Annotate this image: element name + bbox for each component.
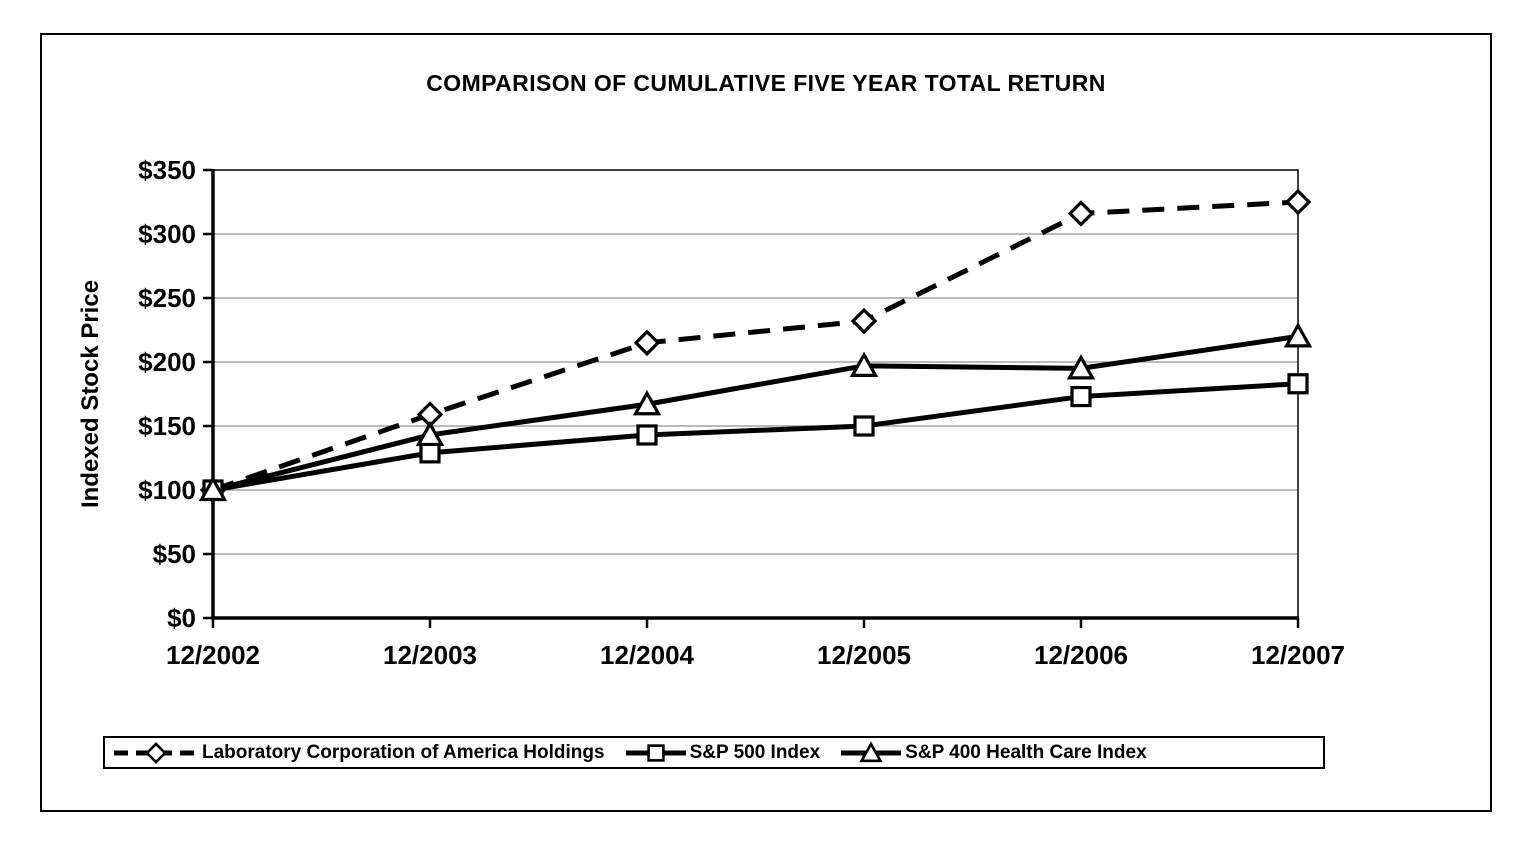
marker-triangle-icon: [415, 420, 445, 447]
marker-triangle-icon: [198, 475, 228, 502]
legend-label: S&P 400 Health Care Index: [905, 741, 1147, 763]
marker-diamond-icon: [1067, 200, 1095, 227]
marker-square-icon: [419, 442, 441, 464]
y-tick-label: $300: [138, 219, 196, 249]
legend-item: S&P 500 Index: [625, 740, 821, 766]
legend-sample-diamond-icon: [114, 741, 198, 764]
y-tick-label: $250: [138, 283, 196, 313]
marker-square-icon: [1287, 373, 1309, 395]
legend-marker-group: [145, 741, 167, 764]
legend-item: Laboratory Corporation of America Holdin…: [113, 740, 605, 766]
marker-diamond-icon: [1284, 188, 1312, 216]
marker-triangle-icon: [849, 351, 879, 377]
x-tick-label: 12/2003: [383, 640, 477, 670]
x-tick-label: 12/2002: [166, 640, 260, 670]
x-tick-label: 12/2007: [1251, 640, 1345, 670]
marker-square-icon: [646, 743, 665, 762]
legend: Laboratory Corporation of America Holdin…: [103, 736, 1325, 769]
marker-diamond-icon: [850, 307, 878, 335]
series-line-0: [212, 199, 1299, 493]
legend-sample-triangle-icon: [841, 740, 902, 762]
x-tick-label: 12/2006: [1034, 640, 1128, 670]
chart-title: COMPARISON OF CUMULATIVE FIVE YEAR TOTAL…: [426, 70, 1106, 96]
marker-square-icon: [636, 424, 658, 446]
marker-triangle-icon: [1283, 322, 1313, 348]
marker-diamond-icon: [145, 741, 167, 764]
legend-label: Laboratory Corporation of America Holdin…: [202, 741, 605, 763]
legend-marker-group: [646, 743, 665, 762]
series-line-1: [212, 381, 1299, 493]
marker-square-icon: [1070, 385, 1092, 408]
y-tick-label: $200: [138, 347, 196, 377]
chart-outer-frame: [40, 33, 1492, 812]
marker-square-icon: [853, 415, 875, 437]
y-tick-label: $350: [138, 155, 196, 185]
legend-label: S&P 500 Index: [689, 741, 821, 763]
x-tick-label: 12/2004: [600, 640, 695, 670]
marker-diamond-icon: [633, 329, 661, 357]
y-tick-label: $50: [153, 539, 196, 569]
legend-item: S&P 400 Health Care Index: [840, 740, 1147, 766]
y-tick-label: $0: [167, 603, 196, 633]
legend-marker-group: [859, 740, 883, 762]
legend-sample-square-icon: [625, 743, 686, 762]
marker-triangle-icon: [632, 389, 662, 416]
marker-triangle-icon: [859, 740, 883, 762]
y-tick-label: $150: [138, 411, 196, 441]
y-tick-label: $100: [138, 475, 196, 505]
marker-triangle-icon: [1066, 354, 1096, 380]
series-line-2: [212, 333, 1299, 493]
x-tick-label: 12/2005: [817, 640, 911, 670]
